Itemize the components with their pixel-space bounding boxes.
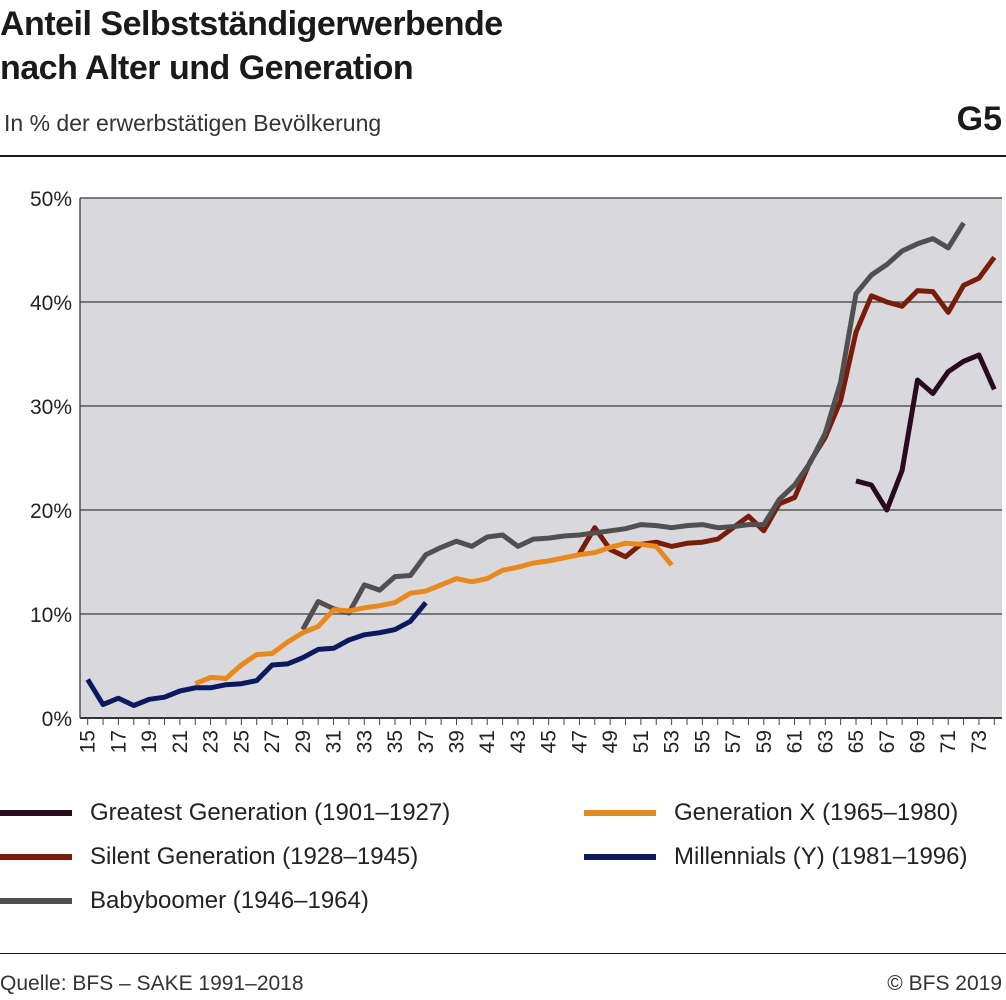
- x-tick-label: 29: [292, 730, 315, 753]
- legend-item: Greatest Generation (1901–1927): [0, 798, 450, 828]
- chart-title: Anteil Selbstständigerwerbende nach Alte…: [0, 2, 900, 90]
- legend-item: Silent Generation (1928–1945): [0, 842, 418, 872]
- legend-swatch: [0, 810, 72, 816]
- y-tick-label: 20%: [30, 500, 72, 523]
- x-tick-label: 57: [722, 730, 745, 753]
- y-tick-label: 40%: [30, 292, 72, 315]
- figure-number: G5: [956, 100, 1002, 138]
- series-lines: [85, 221, 997, 708]
- x-tick-label: 23: [200, 730, 223, 753]
- y-axis-tick-labels: 0% 10% 20% 30% 40% 50%: [30, 188, 72, 731]
- legend-swatch: [584, 854, 656, 860]
- legend-item: Babyboomer (1946–1964): [0, 886, 369, 916]
- legend-label: Babyboomer (1946–1964): [90, 887, 369, 914]
- legend-label: Generation X (1965–1980): [674, 799, 959, 826]
- legend-swatch: [0, 898, 72, 904]
- x-tick-label: 21: [169, 730, 192, 753]
- x-tick-label: 51: [630, 730, 653, 753]
- x-tick-label: 15: [77, 730, 100, 753]
- x-tick-label: 35: [384, 730, 407, 753]
- x-tick-label: 61: [784, 730, 807, 753]
- legend-label: Millennials (Y) (1981–1996): [674, 843, 968, 870]
- series-line-0: [855, 352, 997, 513]
- x-tick-label: 67: [876, 730, 899, 753]
- x-tick-label: 59: [753, 730, 776, 753]
- legend-swatch: [584, 810, 656, 816]
- x-tick-label: 37: [415, 730, 438, 753]
- x-tick-label: 47: [568, 730, 591, 753]
- x-tick-label: 19: [138, 730, 161, 753]
- x-tick-label: 45: [538, 730, 561, 753]
- x-tick-label: 43: [507, 730, 530, 753]
- series-line-2: [300, 221, 966, 631]
- x-tick-label: 39: [445, 730, 468, 753]
- y-tick-label: 10%: [30, 604, 72, 627]
- gridlines: [79, 197, 1002, 725]
- footer-divider: [0, 953, 1006, 954]
- x-tick-label: 31: [323, 730, 346, 753]
- copyright-note: © BFS 2019: [887, 972, 1002, 995]
- series-line-4: [85, 601, 428, 708]
- chart-title-line1: Anteil Selbstständigerwerbende: [0, 5, 503, 43]
- x-tick-label: 55: [691, 730, 714, 753]
- x-tick-label: 65: [845, 730, 868, 753]
- y-tick-label: 30%: [30, 396, 72, 419]
- legend-item: Generation X (1965–1980): [584, 798, 958, 828]
- x-tick-label: 49: [599, 730, 622, 753]
- legend-label: Silent Generation (1928–1945): [90, 843, 419, 870]
- y-tick-label: 0%: [42, 708, 72, 731]
- x-tick-label: 73: [968, 730, 991, 753]
- x-tick-label: 63: [814, 730, 837, 753]
- plot-area: [80, 198, 1002, 718]
- x-tick-label: 69: [906, 730, 929, 753]
- x-tick-label: 25: [230, 730, 253, 753]
- x-tick-label: 41: [476, 730, 499, 753]
- legend-item: Millennials (Y) (1981–1996): [584, 842, 967, 872]
- header-divider: [0, 155, 1006, 157]
- y-tick-label: 50%: [30, 188, 72, 211]
- x-tick-label: 71: [937, 730, 960, 753]
- line-chart: 0% 10% 20% 30% 40% 50% 15 17 19 21 23 25 27 29 31 33 35…: [30, 188, 1002, 753]
- x-tick-label: 27: [261, 730, 284, 753]
- chart-subtitle: In % der erwerbstätigen Bevölkerung: [4, 110, 382, 136]
- x-tick-label: 53: [661, 730, 684, 753]
- chart-title-line2: nach Alter und Generation: [0, 49, 414, 87]
- legend-label: Greatest Generation (1901–1927): [90, 799, 451, 826]
- x-tick-label: 33: [353, 730, 376, 753]
- source-note: Quelle: BFS – SAKE 1991–2018: [0, 972, 304, 995]
- series-line-3: [194, 540, 674, 687]
- x-axis-tick-labels: 15 17 19 21 23 25 27 29 31 33 35 37 39 41 43 45 47 49 51 53…: [77, 730, 991, 753]
- x-tick-label: 17: [107, 730, 130, 753]
- legend-swatch: [0, 854, 72, 860]
